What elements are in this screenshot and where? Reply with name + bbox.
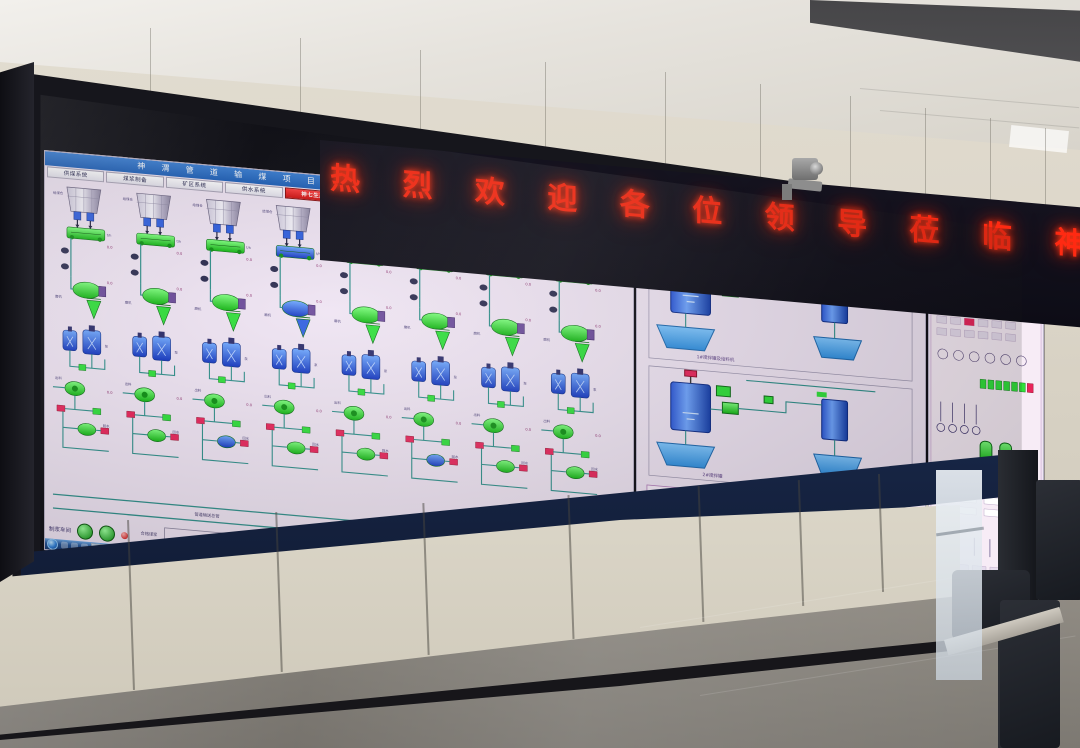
svg-text:管道输送总管: 管道输送总管	[194, 511, 219, 519]
svg-text:0.0: 0.0	[456, 421, 462, 426]
svg-text:出料: 出料	[334, 400, 341, 406]
svg-text:t/h: t/h	[316, 252, 321, 256]
svg-text:磨机: 磨机	[125, 300, 132, 306]
svg-text:回水: 回水	[521, 460, 528, 466]
svg-text:0.0: 0.0	[246, 293, 252, 298]
svg-text:0.0: 0.0	[595, 288, 601, 293]
svg-text:出料: 出料	[474, 412, 481, 418]
svg-text:0.0: 0.0	[177, 251, 183, 256]
svg-text:泵: 泵	[175, 350, 179, 355]
svg-text:t/h: t/h	[107, 233, 112, 237]
svg-text:磨机: 磨机	[264, 312, 271, 318]
windows-start-icon[interactable]	[47, 538, 58, 551]
svg-text:合格煤浆: 合格煤浆	[141, 530, 158, 538]
svg-text:1#搅拌罐及给料机: 1#搅拌罐及给料机	[697, 353, 735, 363]
svg-text:出料: 出料	[125, 381, 132, 387]
svg-text:磨机: 磨机	[55, 293, 62, 299]
svg-text:t/h: t/h	[246, 246, 251, 250]
svg-text:2#搅拌罐: 2#搅拌罐	[703, 471, 723, 480]
screen1-bottom-label: 制浆车间	[49, 526, 72, 535]
svg-text:给煤仓: 给煤仓	[123, 196, 134, 202]
svg-text:回水: 回水	[382, 448, 389, 454]
svg-text:0.0: 0.0	[595, 324, 601, 329]
svg-text:0.0: 0.0	[246, 403, 252, 408]
svg-text:泵: 泵	[523, 381, 527, 386]
svg-text:0.0: 0.0	[177, 287, 183, 292]
svg-text:出料: 出料	[194, 387, 201, 393]
svg-text:回水: 回水	[103, 423, 110, 429]
taskbar-icon-kingview[interactable]	[61, 541, 68, 550]
svg-text:0.0: 0.0	[386, 415, 392, 420]
svg-text:t/h: t/h	[177, 239, 182, 243]
svg-text:泵: 泵	[593, 387, 597, 392]
svg-text:0.0: 0.0	[525, 282, 531, 287]
svg-text:0.0: 0.0	[316, 300, 322, 305]
svg-text:0.0: 0.0	[316, 264, 322, 269]
svg-text:0.0: 0.0	[525, 318, 531, 323]
svg-text:回水: 回水	[173, 429, 180, 435]
svg-text:0.0: 0.0	[107, 390, 113, 395]
svg-text:0.0: 0.0	[595, 434, 601, 439]
svg-text:0.0: 0.0	[107, 245, 113, 250]
svg-text:回水: 回水	[452, 454, 459, 460]
camera-lens-icon	[810, 162, 823, 175]
svg-text:0.0: 0.0	[386, 270, 392, 275]
svg-text:回水: 回水	[242, 435, 249, 441]
svg-text:泵: 泵	[105, 344, 109, 349]
svg-text:磨机: 磨机	[404, 324, 411, 330]
svg-text:泵: 泵	[314, 362, 318, 367]
svg-text:0.0: 0.0	[177, 397, 183, 402]
svg-text:给煤仓: 给煤仓	[262, 208, 273, 214]
camera-mount-plate	[782, 184, 792, 200]
svg-text:出料: 出料	[404, 406, 411, 412]
svg-text:出料: 出料	[55, 375, 62, 381]
svg-text:回水: 回水	[312, 441, 319, 447]
svg-text:回水: 回水	[591, 466, 598, 472]
svg-text:泵: 泵	[384, 368, 388, 373]
svg-text:磨机: 磨机	[334, 318, 341, 324]
svg-text:0.0: 0.0	[316, 409, 322, 414]
status-lamp-green-2[interactable]	[99, 524, 116, 543]
window-glass-strip	[936, 470, 982, 680]
svg-text:0.0: 0.0	[386, 306, 392, 311]
svg-text:给煤仓: 给煤仓	[192, 202, 203, 208]
svg-text:出料: 出料	[543, 418, 550, 424]
svg-text:给煤仓: 给煤仓	[53, 190, 64, 196]
svg-text:0.0: 0.0	[456, 312, 462, 317]
svg-text:磨机: 磨机	[194, 306, 201, 312]
video-wall-left-edge	[0, 62, 34, 582]
status-lamp-green-1[interactable]	[77, 522, 94, 541]
foreground-equipment-box	[1036, 480, 1080, 600]
svg-text:0.0: 0.0	[525, 427, 531, 432]
svg-text:0.0: 0.0	[107, 281, 113, 286]
svg-text:0.0: 0.0	[246, 258, 252, 263]
svg-text:磨机: 磨机	[474, 330, 481, 336]
svg-text:磨机: 磨机	[543, 337, 550, 343]
svg-text:泵: 泵	[244, 356, 248, 361]
svg-text:泵: 泵	[454, 374, 458, 379]
svg-text:出料: 出料	[264, 393, 271, 399]
svg-text:0.0: 0.0	[456, 276, 462, 281]
